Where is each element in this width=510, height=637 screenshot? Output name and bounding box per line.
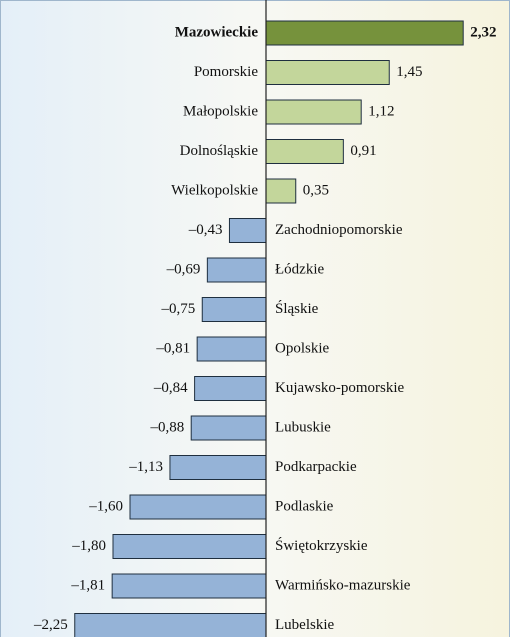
bar bbox=[169, 455, 267, 480]
category-label: Mazowieckie bbox=[175, 24, 259, 40]
value-label: –1,60 bbox=[88, 498, 123, 514]
value-label: –0,88 bbox=[149, 419, 184, 435]
bar bbox=[111, 573, 267, 599]
category-label: Warmińsko-mazurskie bbox=[275, 577, 411, 593]
category-label: Podlaskie bbox=[275, 498, 334, 514]
value-label: –1,81 bbox=[70, 577, 105, 593]
category-label: Małopolskie bbox=[183, 103, 258, 119]
value-label: –0,43 bbox=[188, 222, 223, 238]
value-label: 1,45 bbox=[396, 64, 422, 80]
value-label: –0,81 bbox=[155, 340, 190, 356]
value-label: 2,32 bbox=[470, 24, 496, 40]
category-label: Lubuskie bbox=[275, 419, 331, 435]
category-label: Pomorskie bbox=[194, 64, 259, 80]
bar bbox=[228, 218, 267, 243]
category-label: Łódzkie bbox=[275, 261, 324, 277]
value-label: 0,91 bbox=[350, 143, 376, 159]
category-label: Zachodniopomorskie bbox=[275, 222, 403, 238]
bar bbox=[112, 534, 267, 559]
bar bbox=[265, 20, 464, 46]
bar bbox=[201, 297, 267, 322]
bar bbox=[265, 99, 362, 125]
bar bbox=[265, 139, 344, 164]
bar bbox=[74, 613, 267, 637]
value-label: –1,13 bbox=[128, 459, 163, 475]
category-label: Dolnośląskie bbox=[180, 143, 259, 159]
value-label: 1,12 bbox=[368, 103, 394, 119]
value-label: –0,84 bbox=[153, 380, 188, 396]
category-label: Świętokrzyskie bbox=[275, 537, 368, 554]
value-label: –1,80 bbox=[71, 538, 106, 554]
bar bbox=[206, 257, 267, 283]
category-label: Kujawsko-pomorskie bbox=[275, 380, 404, 396]
category-label: Podkarpackie bbox=[275, 459, 357, 475]
bar bbox=[129, 494, 267, 520]
bar bbox=[196, 336, 267, 362]
category-label: Wielkopolskie bbox=[171, 182, 258, 198]
bar bbox=[265, 60, 390, 85]
category-label: Opolskie bbox=[275, 340, 330, 356]
value-label: –0,75 bbox=[161, 301, 196, 317]
bar bbox=[265, 178, 297, 204]
bar bbox=[194, 376, 267, 401]
value-label: –0,69 bbox=[166, 261, 201, 277]
category-label: Lubelskie bbox=[275, 617, 334, 633]
category-label: Śląskie bbox=[275, 300, 319, 317]
value-label: 0,35 bbox=[303, 182, 329, 198]
bar bbox=[190, 415, 267, 441]
value-label: –2,25 bbox=[33, 617, 68, 633]
